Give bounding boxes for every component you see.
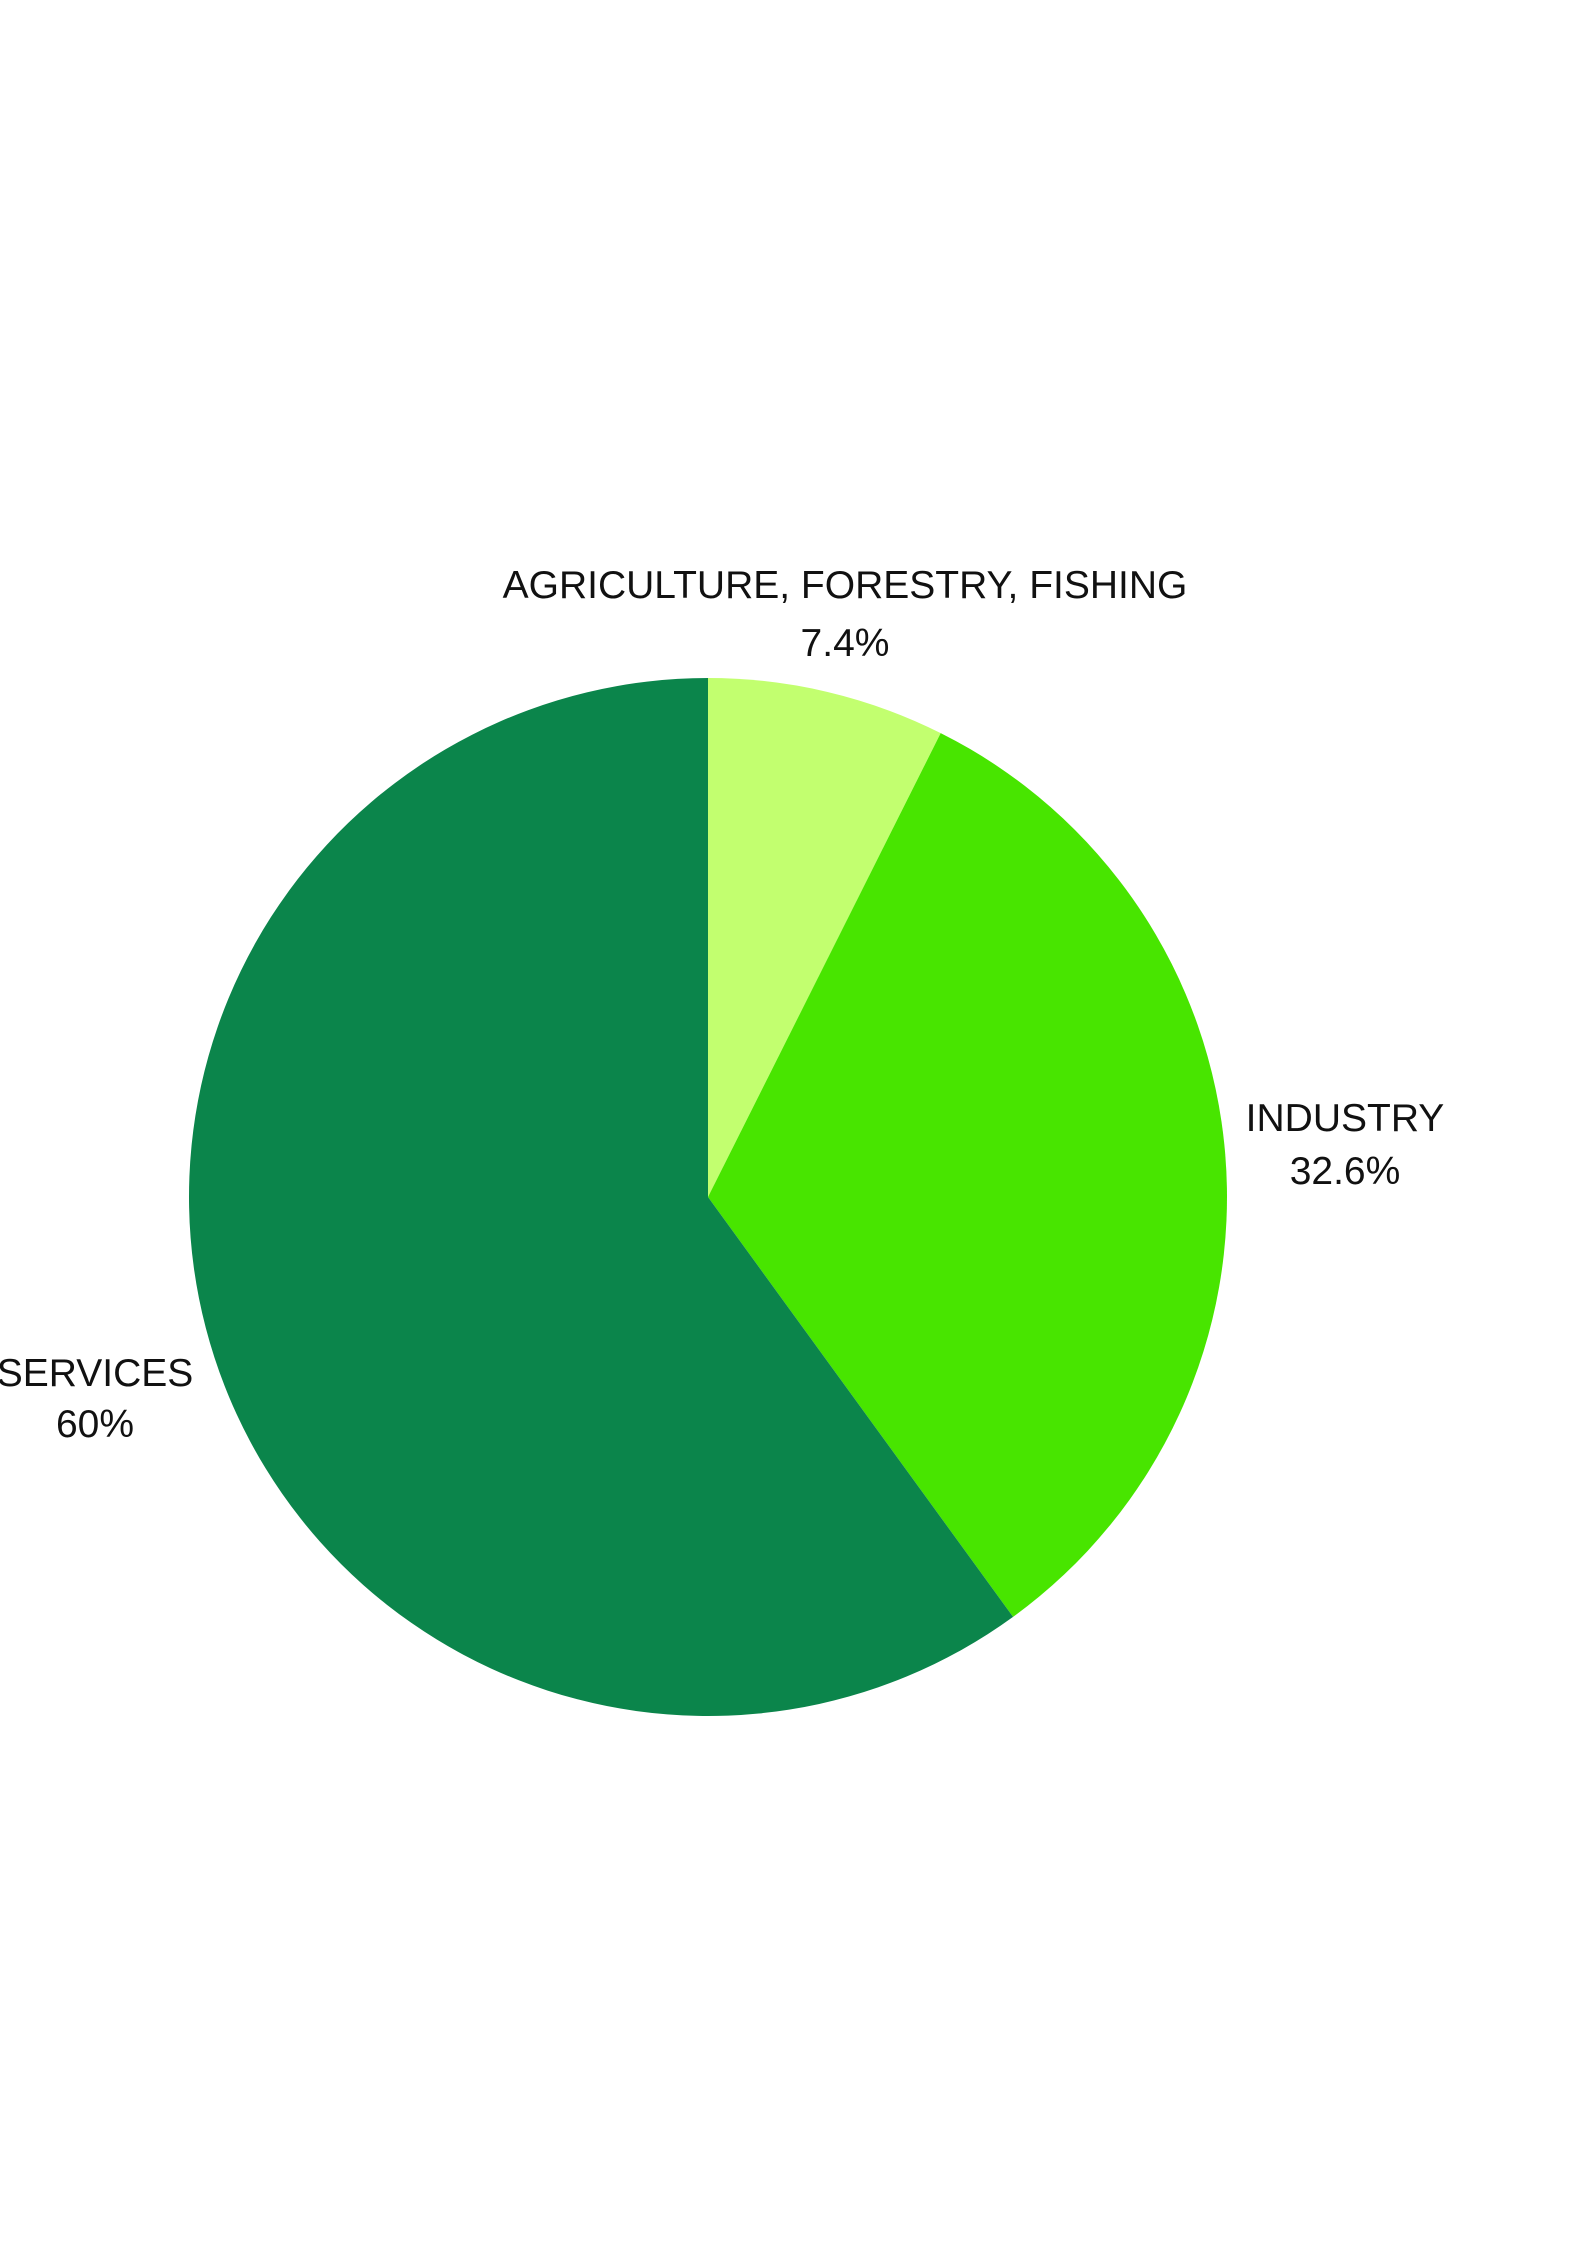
- slice-label-industry: INDUSTRY: [1246, 1097, 1445, 1140]
- slice-value-services: 60%: [56, 1403, 134, 1446]
- slice-services: [188, 678, 1014, 1717]
- slice-value-industry: 32.6%: [1290, 1150, 1401, 1193]
- slice-label-agriculture: AGRICULTURE, FORESTRY, FISHING: [503, 564, 1188, 607]
- slice-agriculture-forestry-fishing: [708, 678, 941, 1197]
- slice-industry: [708, 733, 1227, 1617]
- pie-labels: AGRICULTURE, FORESTRY, FISHING 7.4% INDU…: [0, 564, 1444, 1446]
- slice-label-services: SERVICES: [0, 1352, 193, 1395]
- slice-value-agriculture: 7.4%: [801, 622, 890, 665]
- pie-slices: [188, 678, 1227, 1717]
